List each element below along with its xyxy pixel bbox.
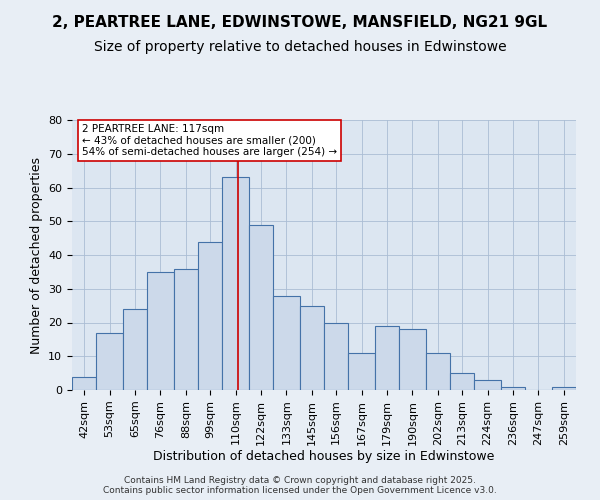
Text: Size of property relative to detached houses in Edwinstowe: Size of property relative to detached ho… <box>94 40 506 54</box>
Bar <box>450 373 475 390</box>
Bar <box>273 296 299 390</box>
Y-axis label: Number of detached properties: Number of detached properties <box>29 156 43 354</box>
Bar <box>299 306 324 390</box>
Bar <box>123 309 147 390</box>
Bar <box>399 329 425 390</box>
Text: Contains HM Land Registry data © Crown copyright and database right 2025.
Contai: Contains HM Land Registry data © Crown c… <box>103 476 497 495</box>
Bar <box>147 272 173 390</box>
Bar <box>375 326 399 390</box>
X-axis label: Distribution of detached houses by size in Edwinstowe: Distribution of detached houses by size … <box>154 450 494 464</box>
Bar <box>501 386 525 390</box>
Bar <box>324 322 349 390</box>
Bar <box>475 380 501 390</box>
Text: 2, PEARTREE LANE, EDWINSTOWE, MANSFIELD, NG21 9GL: 2, PEARTREE LANE, EDWINSTOWE, MANSFIELD,… <box>52 15 548 30</box>
Bar <box>223 178 249 390</box>
Bar <box>97 332 123 390</box>
Bar <box>249 224 273 390</box>
Bar <box>349 353 375 390</box>
Bar <box>72 376 97 390</box>
Text: 2 PEARTREE LANE: 117sqm
← 43% of detached houses are smaller (200)
54% of semi-d: 2 PEARTREE LANE: 117sqm ← 43% of detache… <box>82 124 337 157</box>
Bar <box>425 353 450 390</box>
Bar <box>198 242 223 390</box>
Bar <box>173 268 198 390</box>
Bar <box>551 386 576 390</box>
